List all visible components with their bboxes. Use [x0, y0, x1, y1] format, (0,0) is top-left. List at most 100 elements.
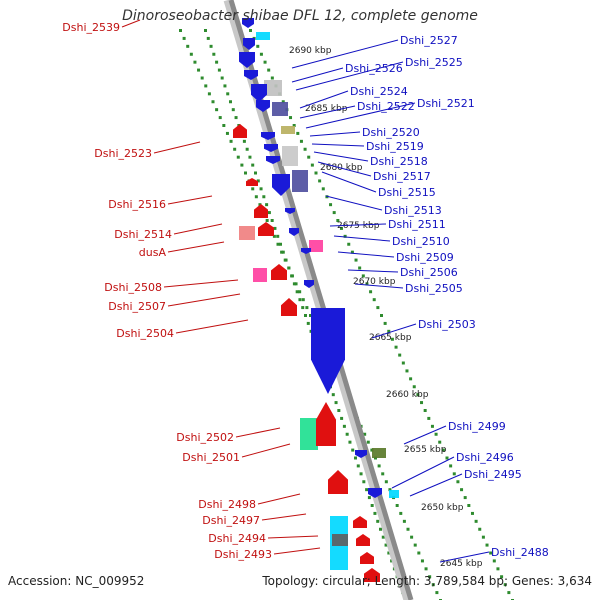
forward-gene-leader-line	[321, 171, 377, 193]
reverse-gene-label: Dshi_2497	[202, 514, 260, 527]
scale-tick	[460, 488, 464, 492]
scale-tick	[463, 496, 467, 500]
scale-tick	[209, 44, 213, 48]
reverse-gene-leader-line	[261, 513, 307, 521]
scale-tick	[399, 511, 403, 515]
reverse-gene-arrow	[246, 178, 258, 186]
scale-tick	[182, 36, 186, 40]
scale-tick	[206, 36, 210, 40]
forward-gene-leader-line	[354, 283, 404, 289]
gene-box	[309, 240, 323, 252]
scale-tick	[200, 76, 204, 80]
forward-gene-leader-line	[409, 473, 463, 497]
scale-tick	[424, 567, 428, 571]
scale-tick	[310, 163, 314, 167]
scale-tick	[369, 290, 373, 294]
scale-tick	[287, 266, 291, 270]
forward-gene-leader-line	[305, 102, 416, 129]
forward-gene-arrow	[289, 228, 299, 236]
scale-tick	[304, 314, 307, 317]
scale-tick	[417, 551, 421, 555]
scale-tick	[366, 440, 370, 444]
forward-gene-leader-line	[403, 425, 447, 445]
scale-tick	[263, 60, 267, 64]
scale-tick	[281, 100, 285, 104]
reverse-gene-arrow	[258, 222, 274, 236]
scale-tick	[244, 171, 247, 175]
gene-box	[256, 32, 270, 40]
scale-tick	[354, 456, 357, 460]
scale-tick	[492, 559, 496, 563]
scale-tick	[225, 131, 229, 135]
scale-tick	[409, 377, 413, 381]
scale-tick	[507, 591, 511, 595]
reverse-gene-leader-line	[121, 19, 141, 28]
accession-text: Accession: NC_009952	[8, 574, 145, 588]
scale-tick	[367, 496, 371, 500]
scale-tick	[256, 179, 260, 183]
reverse-gene-leader-line	[167, 241, 225, 253]
scale-tick	[420, 401, 424, 405]
forward-gene-arrow	[239, 52, 255, 68]
scale-tick	[242, 139, 246, 143]
scale-tick	[329, 203, 333, 207]
scale-tick	[179, 29, 182, 32]
gene-box	[300, 418, 318, 450]
forward-gene-label: Dshi_2511	[388, 218, 446, 231]
scale-tick	[204, 84, 208, 88]
scale-tick	[307, 155, 311, 159]
scale-tick	[358, 266, 362, 270]
reverse-gene-label: Dshi_2539	[62, 21, 120, 34]
scale-tick	[249, 29, 252, 32]
reverse-gene-leader-line	[167, 293, 241, 307]
forward-gene-arrow	[256, 100, 270, 112]
scale-tick	[197, 68, 201, 72]
scale-tick	[384, 543, 388, 547]
scale-tick	[306, 321, 310, 325]
forward-gene-arrow	[244, 70, 258, 80]
reverse-gene-label: Dshi_2516	[108, 198, 166, 211]
forward-gene-arrow	[242, 18, 254, 28]
scale-tick	[394, 345, 398, 349]
reverse-gene-arrow	[271, 264, 287, 280]
scale-tick	[301, 306, 305, 310]
forward-gene-leader-line	[391, 456, 455, 489]
reverse-gene-label: Dshi_2523	[94, 147, 152, 160]
forward-gene-label: Dshi_2515	[378, 186, 436, 199]
scale-tick	[430, 424, 434, 428]
scale-tick	[380, 314, 383, 317]
scale-tick	[265, 203, 269, 207]
scale-tick	[245, 147, 249, 151]
forward-gene-arrow	[243, 38, 255, 50]
forward-gene-label: Dshi_2520	[362, 126, 420, 139]
scale-tick	[258, 203, 262, 207]
scale-tick	[248, 155, 252, 159]
scale-tick	[337, 409, 341, 412]
scale-tick	[292, 124, 296, 127]
scale-tick	[212, 52, 216, 56]
scale-tick	[412, 385, 416, 389]
gene-box	[282, 146, 298, 166]
scale-tick	[217, 68, 221, 72]
forward-gene-leader-line	[291, 39, 399, 69]
forward-gene-leader-line	[311, 143, 365, 147]
scale-tick	[279, 242, 282, 246]
scale-tick	[377, 464, 381, 468]
scale-tick	[223, 84, 227, 88]
gene-box	[372, 448, 386, 458]
forward-gene-label: Dshi_2488	[491, 546, 549, 559]
reverse-gene-label: Dshi_2493	[214, 548, 272, 561]
scale-tick	[273, 226, 277, 230]
scale-tick	[431, 583, 435, 587]
scale-tick	[340, 416, 344, 420]
scale-tick	[420, 559, 424, 563]
forward-gene-arrow	[311, 308, 345, 394]
scale-tick	[376, 306, 380, 310]
forward-gene-arrow	[285, 208, 295, 214]
forward-gene-leader-line	[317, 161, 372, 177]
kbp-scale-label: 2655 kbp	[404, 445, 447, 455]
scale-tick	[434, 432, 438, 436]
reverse-gene-leader-line	[173, 223, 223, 235]
scale-tick	[373, 511, 377, 515]
reverse-gene-leader-line	[167, 195, 213, 205]
